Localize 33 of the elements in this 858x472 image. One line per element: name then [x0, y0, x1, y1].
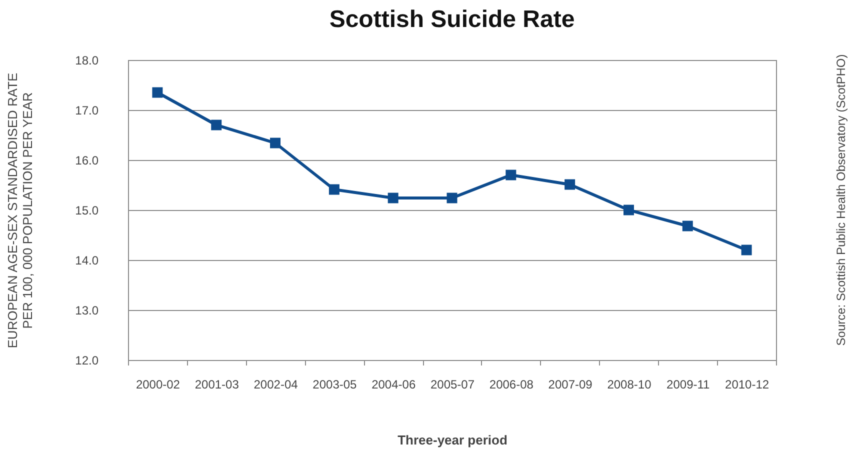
point [623, 204, 634, 216]
point [682, 220, 693, 232]
y-tick-label: 13.0 [75, 304, 99, 318]
point [270, 138, 281, 148]
chart-title: Scottish Suicide Rate [329, 6, 575, 33]
x-tick-label: 2001-03 [194, 378, 240, 392]
x-tick-label: 2008-10 [607, 378, 652, 392]
point [506, 170, 516, 180]
y-tick-label: 12.0 [75, 354, 99, 368]
x-tick-label: 2003-05 [312, 378, 358, 392]
source-note: Source: Scottish Public Health Observatory (ScotPHO) [834, 54, 848, 346]
x-tick-label: 2002-04 [254, 378, 298, 392]
y-axis-title: EUROPEAN AGE-SEX STANDARDISED RATE PER 100, 000 POPULATION PER YEAR [5, 72, 36, 348]
x-axis-title: Three-year period [398, 432, 508, 448]
point [211, 120, 222, 130]
y-tick-label: 15.0 [75, 204, 99, 218]
x-tick-label: 2000-02 [136, 378, 180, 392]
point [328, 184, 340, 195]
x-tick-label: 2006-08 [489, 378, 534, 392]
point [388, 192, 398, 204]
point [152, 87, 163, 98]
y-tick-label: 16.0 [75, 154, 99, 168]
x-tick-label: 2009-11 [666, 378, 710, 392]
point [564, 179, 576, 190]
point [741, 244, 752, 256]
y-tick-label: 18.0 [75, 54, 99, 68]
x-tick-label: 2005-07 [430, 378, 475, 392]
y-tick-label: 17.0 [75, 104, 99, 118]
point [446, 192, 458, 204]
x-tick-label: 2007-09 [548, 378, 593, 392]
x-tick-label: 2010-12 [725, 378, 770, 392]
y-tick-label: 14.0 [75, 254, 99, 268]
x-tick-label: 2004-06 [372, 378, 416, 392]
